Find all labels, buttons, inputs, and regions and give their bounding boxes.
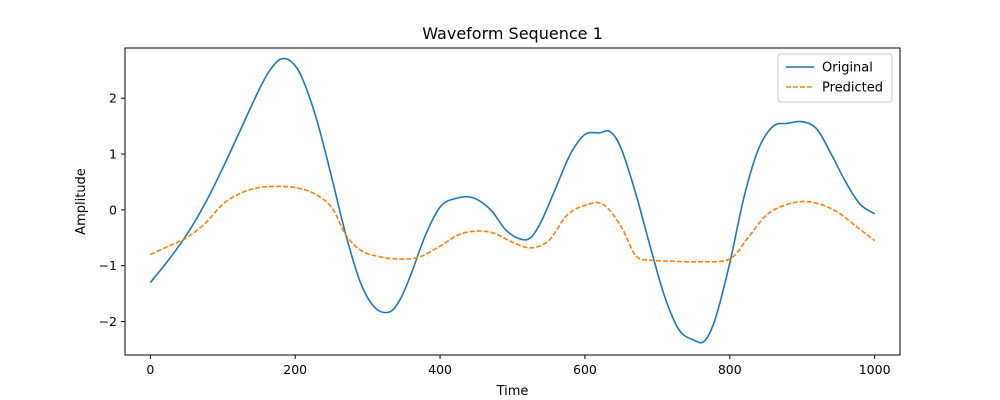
x-tick-label: 400 [428,362,452,377]
legend-box [777,53,893,103]
legend-entry-predicted: Predicted [822,81,883,96]
series-line-original [149,57,876,344]
plot-frame [124,47,901,356]
x-tick-label: 0 [146,362,154,377]
y-tick-label: −1 [99,258,117,273]
series-line-predicted [150,185,876,263]
legend-entry-original: Original [822,61,873,76]
plot-lines [149,57,876,344]
x-axis-label: Time [496,384,529,399]
legend: Original Predicted [777,53,893,103]
x-tick-label: 1000 [859,362,891,377]
x-tick-label: 600 [573,362,597,377]
x-tick-label: 800 [718,362,742,377]
y-tick-label: 1 [109,147,117,162]
x-tick-label: 200 [283,362,307,377]
x-axis-ticks: 0 200 400 600 800 1000 [146,355,891,377]
y-tick-label: 0 [109,202,117,217]
y-tick-label: −2 [99,314,117,329]
y-tick-label: 2 [109,91,117,106]
y-axis-ticks: −2 −1 0 1 2 [99,91,125,329]
chart-title: Waveform Sequence 1 [422,24,603,43]
y-axis-label: Amplitude [74,168,89,235]
